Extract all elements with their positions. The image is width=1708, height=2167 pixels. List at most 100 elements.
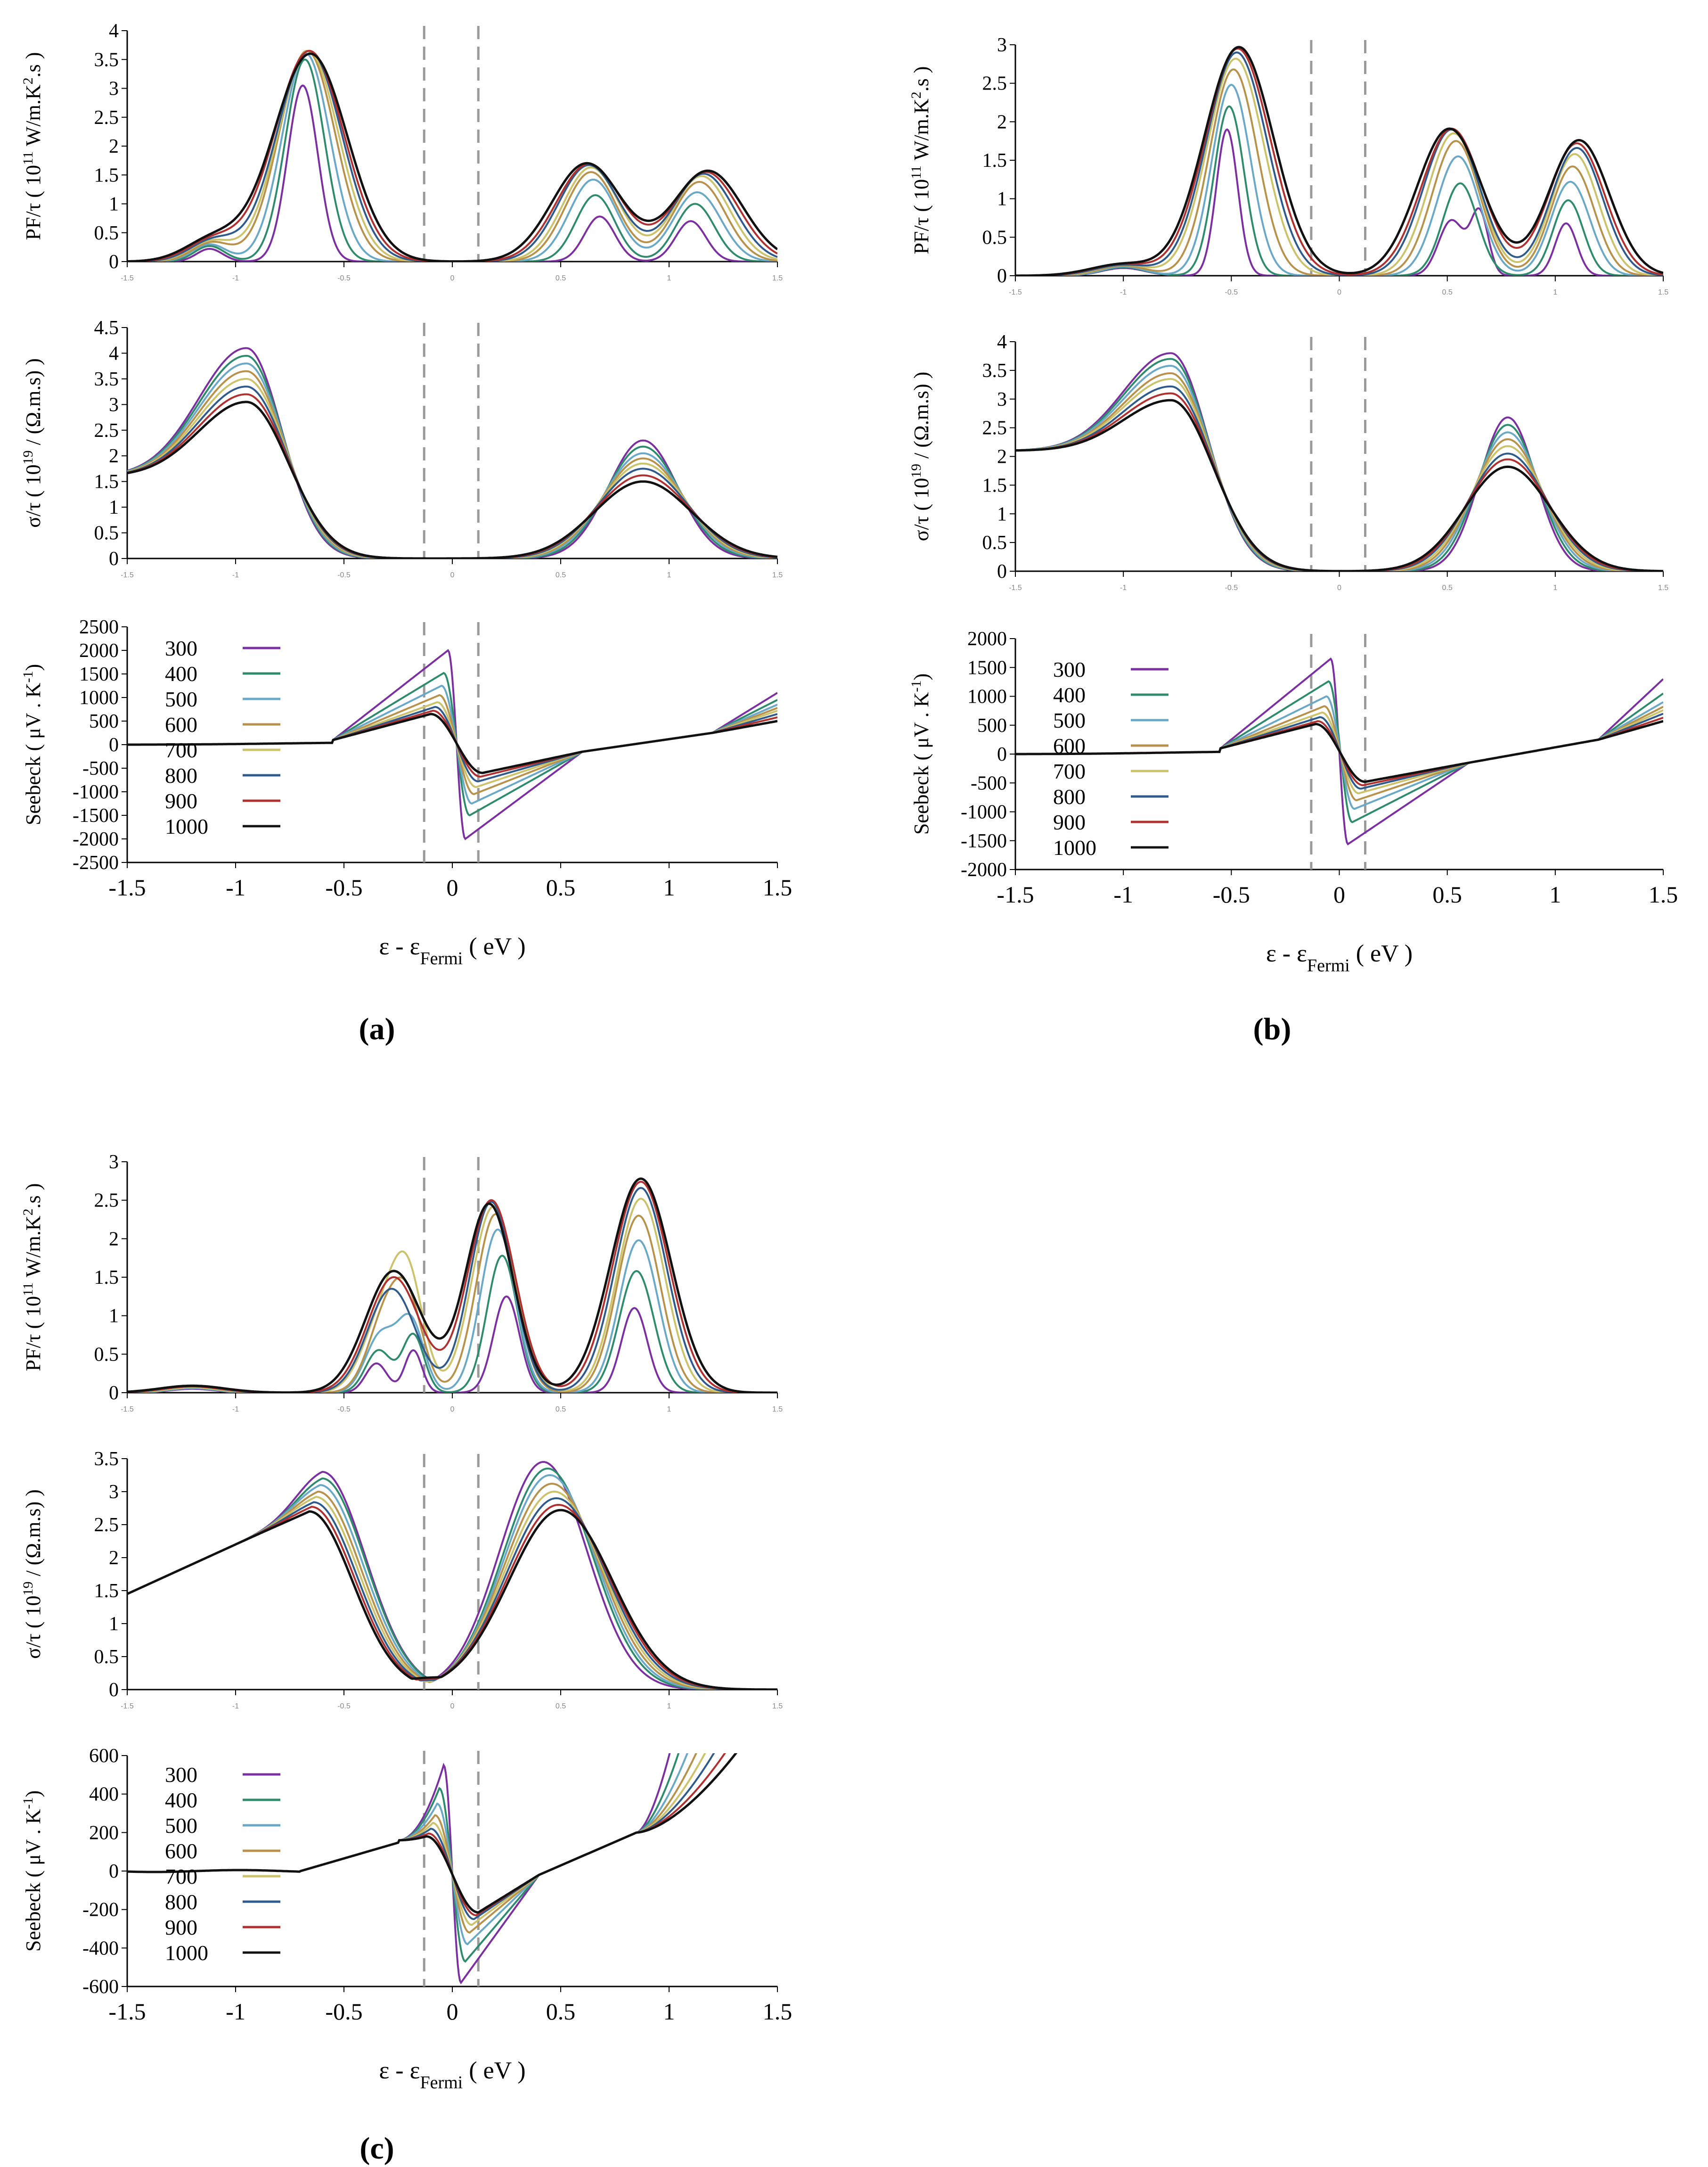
legend-label-400: 400 — [1053, 683, 1086, 707]
y-tick-label: -2000 — [73, 829, 119, 850]
y-tick-label: -2000 — [961, 859, 1007, 881]
y-tick-label: 0.5 — [94, 523, 119, 544]
y-tick-label: 0 — [109, 251, 119, 273]
x-tick-label: -1 — [226, 874, 245, 901]
y-tick-label: -1500 — [961, 830, 1007, 852]
y-axis-label: PF/τ ( 1011 W/m.K2.s ) — [20, 1183, 45, 1371]
x-tick-label-small: -1 — [1120, 584, 1127, 592]
legend-label-800: 800 — [1053, 785, 1086, 809]
x-tick-label-small: -0.5 — [1225, 584, 1238, 592]
x-tick-label: 0.5 — [546, 1998, 576, 2025]
series-line-400 — [127, 58, 777, 262]
y-axis-label: σ/τ ( 1019 / (Ω.m.s) ) — [908, 372, 933, 542]
y-tick-label: 4.5 — [94, 317, 119, 339]
x-tick-label-small: 1 — [1553, 288, 1557, 296]
y-tick-label: 2.5 — [94, 420, 119, 442]
y-tick-label: 500 — [89, 711, 119, 732]
y-tick-label: 2 — [109, 1228, 119, 1250]
series-line-1000 — [127, 52, 777, 262]
x-tick-label-small: -1.5 — [121, 571, 134, 579]
x-tick-label-small: -1.5 — [1009, 584, 1022, 592]
x-tick-label-small: 0 — [450, 571, 455, 579]
x-tick-label-small: 0.5 — [1442, 288, 1453, 296]
panel-a: 0 0.5 1 1.5 2 2.5 3 3.5 4 -1.5 -1 -0.5 0 0.5 1 1.5 PF/τ … — [20, 20, 793, 1046]
series-line-600 — [127, 49, 777, 262]
x-tick-label-small: 1 — [667, 1405, 671, 1413]
x-tick-label-small: -1 — [1120, 288, 1127, 296]
y-tick-label: 200 — [89, 1822, 119, 1844]
y-tick-label: 2.5 — [94, 107, 119, 129]
x-tick-label: 0.5 — [546, 874, 576, 901]
series-line-1000 — [127, 1177, 777, 1393]
x-tick-label-small: 1 — [667, 1702, 671, 1710]
series-line-800 — [127, 49, 777, 262]
y-tick-label: 1 — [109, 497, 119, 518]
legend-label-600: 600 — [165, 1839, 197, 1863]
legend-label-500: 500 — [165, 1814, 197, 1838]
y-tick-label: 1 — [997, 189, 1007, 210]
y-tick-label: -1000 — [73, 781, 119, 803]
legend-label-700: 700 — [165, 738, 197, 762]
x-tick-label-small: -1.5 — [121, 1702, 134, 1710]
x-tick-label: -1.5 — [108, 874, 146, 901]
y-tick-label: 2 — [109, 136, 119, 157]
legend-label-600: 600 — [165, 713, 197, 737]
x-tick-label-small: 0.5 — [556, 1405, 566, 1413]
y-tick-label: 4 — [109, 343, 119, 364]
y-tick-label: 3.5 — [94, 1448, 119, 1470]
series-line-500 — [127, 52, 777, 262]
series-line-1000 — [127, 1753, 738, 1914]
legend-label-900: 900 — [165, 789, 197, 813]
legend-label-300: 300 — [165, 636, 197, 660]
y-tick-label: 1000 — [967, 686, 1007, 708]
y-tick-label: -500 — [82, 758, 119, 780]
series-line-800 — [127, 386, 777, 558]
series-line-1000 — [127, 713, 777, 774]
x-tick-label-small: -1 — [232, 274, 239, 282]
y-tick-label: 600 — [89, 1745, 119, 1767]
y-tick-label: -200 — [82, 1899, 119, 1921]
y-tick-label: 1.5 — [94, 1267, 119, 1289]
panel-caption: (c) — [360, 2131, 394, 2166]
x-tick-label: 0.5 — [1432, 881, 1462, 908]
y-axis-label: σ/τ ( 1019 / (Ω.m.s) ) — [20, 358, 45, 528]
series-line-1000 — [1015, 46, 1663, 276]
y-tick-label: -400 — [82, 1937, 119, 1959]
y-tick-label: 1.5 — [94, 164, 119, 186]
x-tick-label: 1 — [663, 1998, 675, 2025]
y-tick-label: -1500 — [73, 805, 119, 827]
x-tick-label: -1.5 — [997, 881, 1034, 908]
x-tick-label-small: -1 — [232, 1702, 239, 1710]
x-tick-label-small: -1.5 — [121, 274, 134, 282]
y-tick-label: 0 — [109, 1679, 119, 1701]
y-tick-label: 3 — [109, 1151, 119, 1173]
x-tick-label-small: 1.5 — [772, 1702, 783, 1710]
x-tick-label-small: 1.5 — [772, 274, 783, 282]
y-tick-label: 3.5 — [94, 49, 119, 71]
y-tick-label: 3.5 — [982, 360, 1007, 382]
x-tick-label-small: -1.5 — [1009, 288, 1022, 296]
legend-label-400: 400 — [165, 1788, 197, 1812]
y-tick-label: -1000 — [961, 802, 1007, 823]
legend-label-1000: 1000 — [165, 1941, 208, 1965]
series-line-1000 — [1015, 399, 1663, 571]
x-tick-label: -0.5 — [325, 1998, 362, 2025]
y-tick-label: 3 — [109, 78, 119, 100]
x-tick-label-small: 1 — [667, 571, 671, 579]
y-tick-label: 0.5 — [982, 227, 1007, 248]
y-tick-label: 0 — [109, 548, 119, 570]
x-tick-label: -1.5 — [108, 1998, 146, 2025]
y-tick-label: 4 — [997, 331, 1007, 353]
plot-a-sigma-tau: 0 0.5 1 1.5 2 2.5 3 3.5 4 4.5 -1.5 -1 -0.5 0 0.5 1 1.5 σ/… — [20, 317, 783, 579]
y-tick-label: 1.5 — [982, 475, 1007, 496]
y-tick-label: 2000 — [967, 628, 1007, 650]
x-axis-label: ε - εFermi ( eV ) — [379, 2057, 525, 2093]
y-tick-label: 3.5 — [94, 369, 119, 390]
x-tick-label-small: 0 — [450, 1405, 455, 1413]
legend-label-500: 500 — [1053, 708, 1086, 732]
x-tick-label-small: 1.5 — [1658, 288, 1668, 296]
y-tick-label: 0 — [109, 1861, 119, 1882]
series-line-700 — [127, 378, 777, 558]
